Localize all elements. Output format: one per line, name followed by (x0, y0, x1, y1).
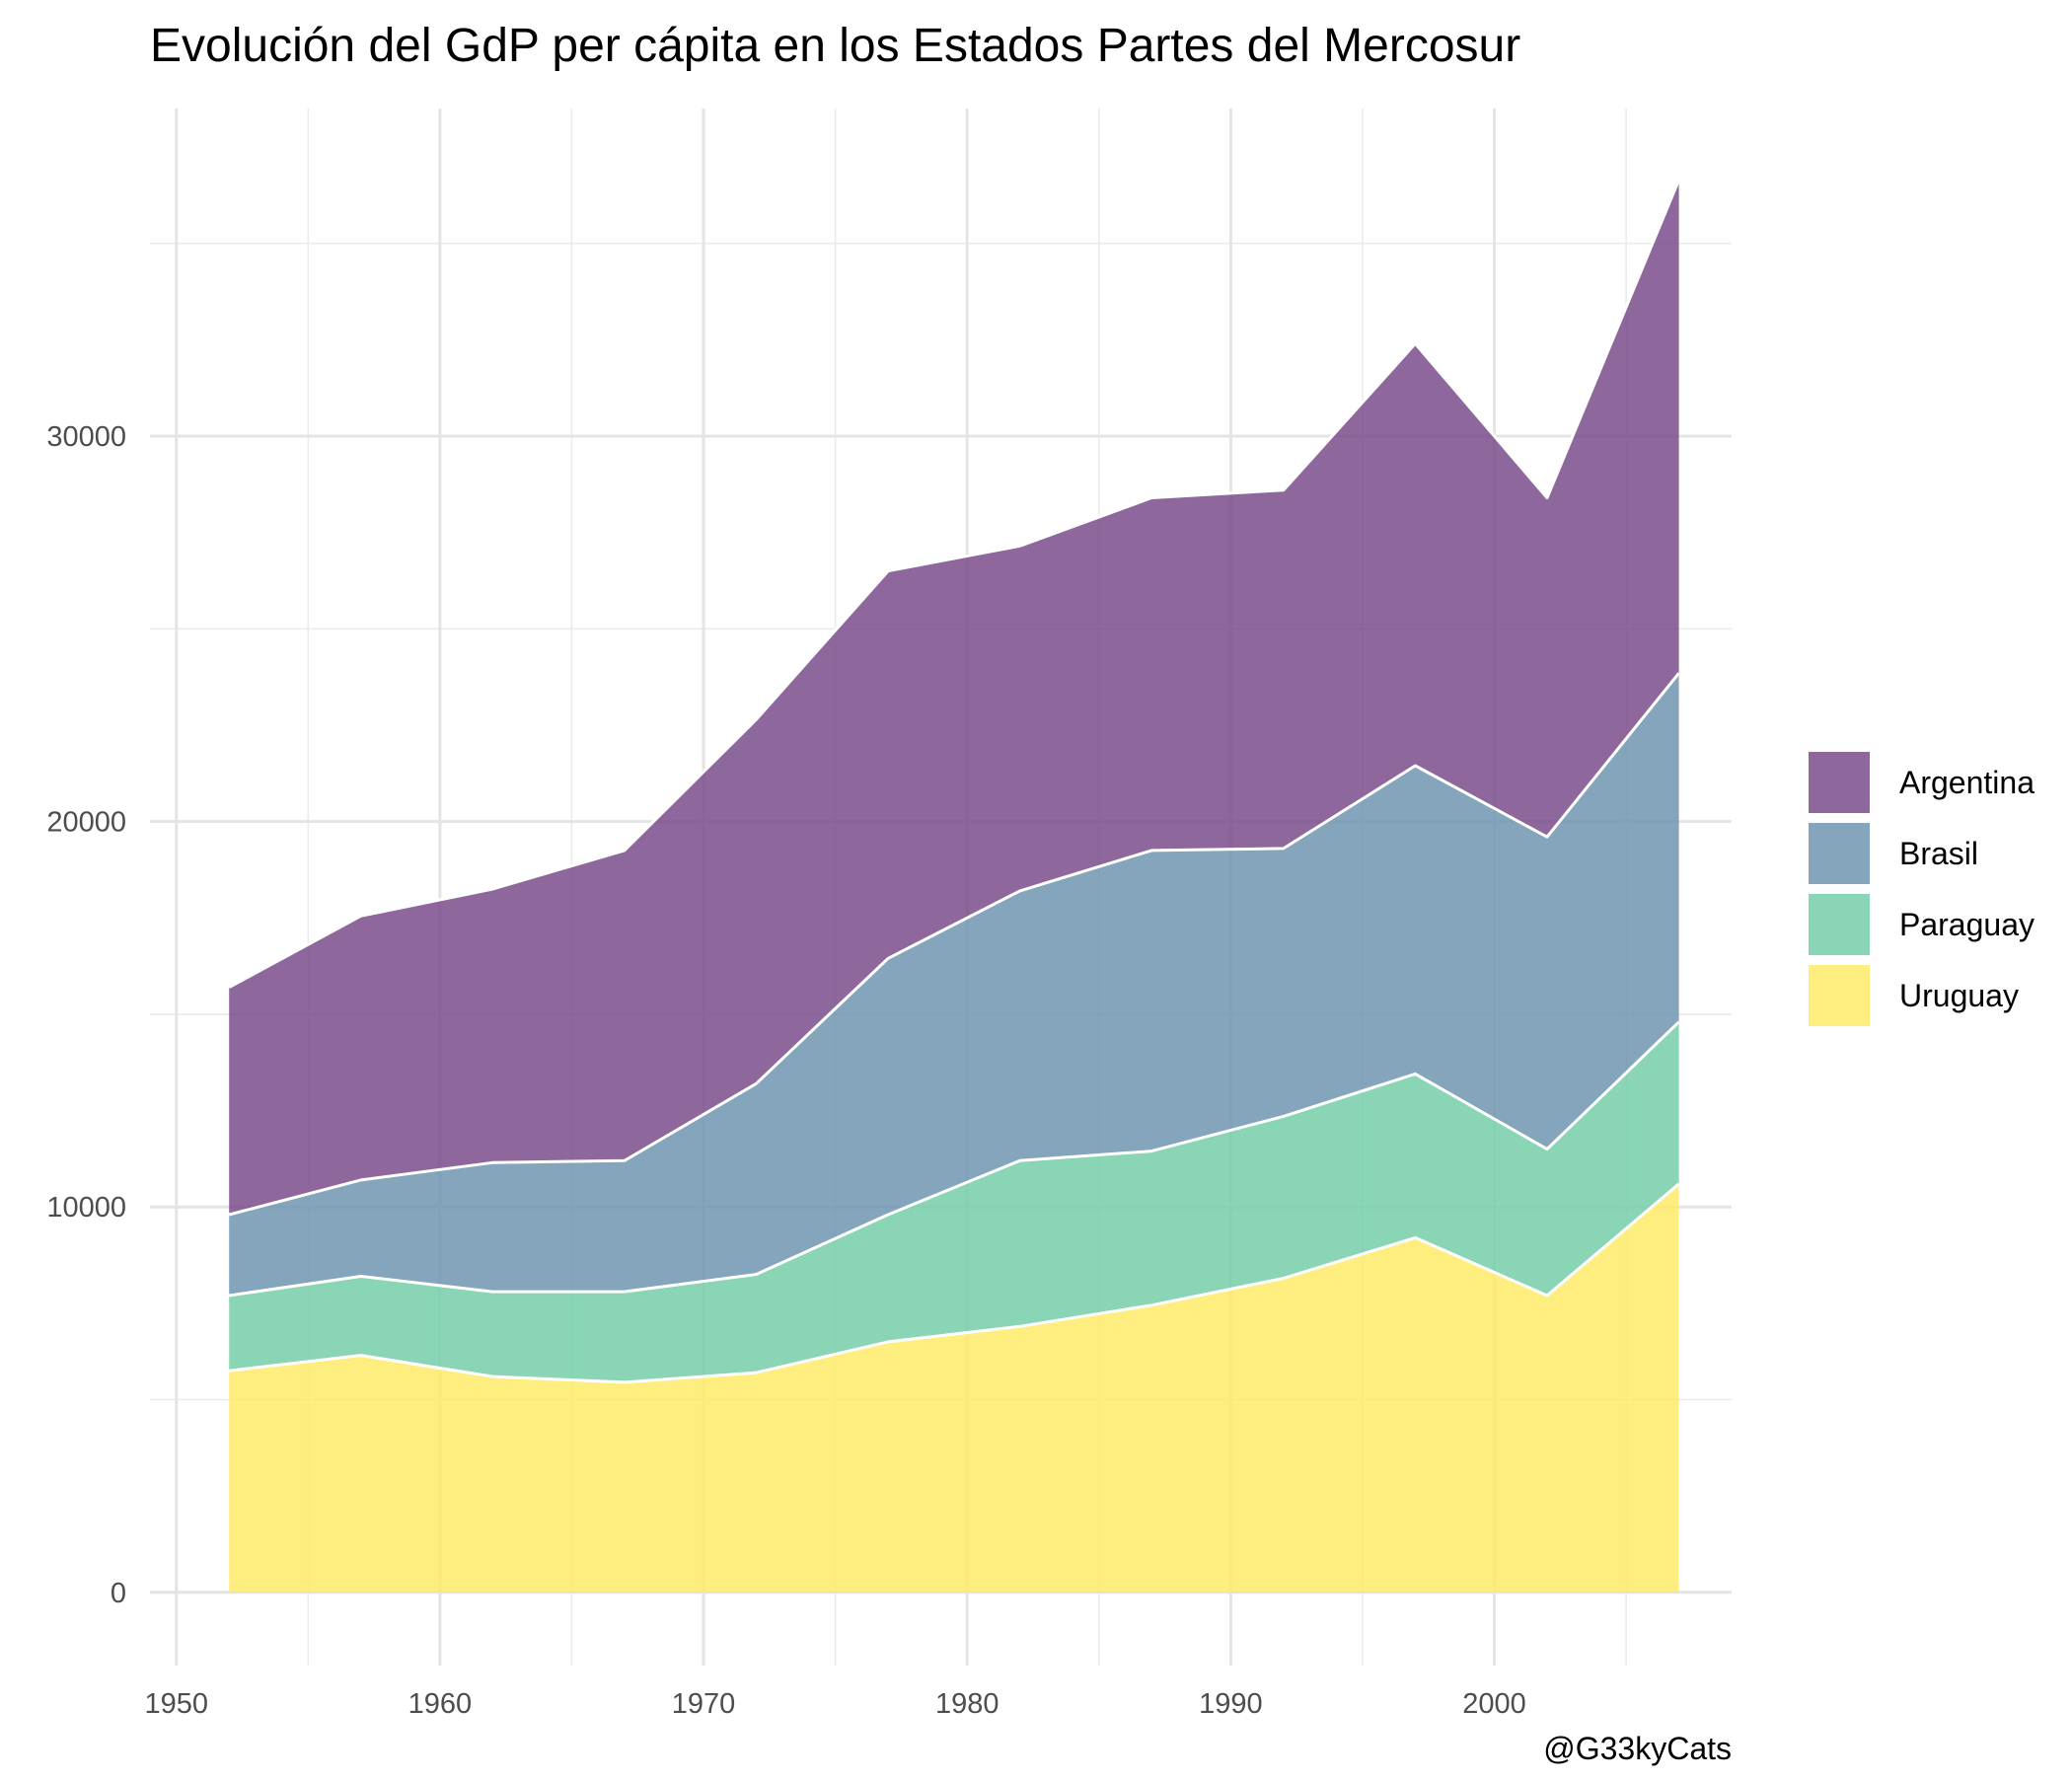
legend-label-paraguay: Paraguay (1899, 907, 2035, 942)
legend: Argentina Brasil Paraguay Uruguay (1809, 752, 2035, 1026)
area-boundary-lines (228, 179, 1680, 1384)
y-tick-label: 10000 (46, 1192, 126, 1224)
y-tick-label: 30000 (46, 421, 126, 453)
legend-label-uruguay: Uruguay (1899, 978, 2019, 1013)
x-tick-label: 1990 (1199, 1688, 1263, 1720)
x-tick-label: 1970 (672, 1688, 736, 1720)
legend-key-uruguay (1809, 965, 1870, 1026)
area-line-paraguay (228, 1020, 1680, 1298)
y-axis-ticks: 0 10000 20000 30000 (46, 421, 126, 1609)
x-axis-ticks: 1950 1960 1970 1980 1990 2000 (144, 1688, 1525, 1720)
area-layers (229, 180, 1679, 1593)
x-tick-label: 1980 (935, 1688, 999, 1720)
area-line-brasil (228, 672, 1680, 1217)
x-tick-label: 1950 (144, 1688, 208, 1720)
legend-key-brasil (1809, 823, 1870, 884)
area-argentina (229, 180, 1679, 1215)
legend-key-paraguay (1809, 894, 1870, 955)
chart-title: Evolución del GdP per cápita en los Esta… (150, 20, 1520, 72)
legend-label-argentina: Argentina (1899, 765, 2035, 800)
legend-label-brasil: Brasil (1899, 836, 1978, 871)
area-uruguay (229, 1183, 1679, 1593)
caption: @G33kyCats (1543, 1731, 1732, 1766)
y-tick-label: 20000 (46, 807, 126, 839)
x-tick-label: 1960 (408, 1688, 473, 1720)
x-tick-label: 2000 (1462, 1688, 1526, 1720)
area-line-uruguay (229, 1182, 1680, 1384)
area-line-argentina (228, 179, 1680, 989)
y-tick-label: 0 (111, 1578, 126, 1609)
legend-key-argentina (1809, 752, 1870, 813)
